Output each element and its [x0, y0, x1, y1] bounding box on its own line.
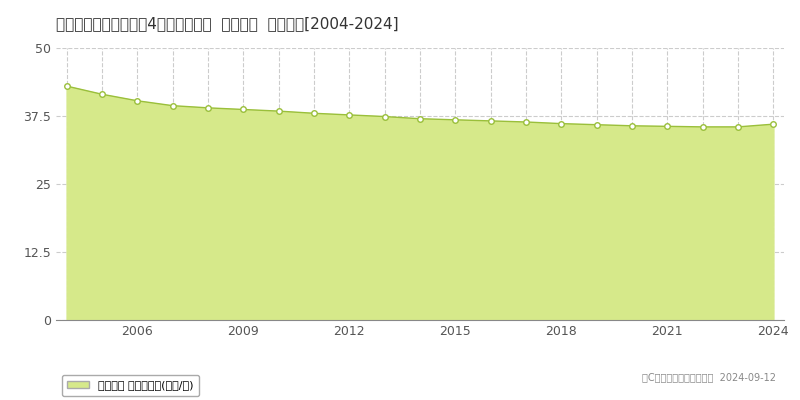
Legend: 地価公示 平均嵪単価(万円/嵪): 地価公示 平均嵪単価(万円/嵪)	[62, 375, 199, 396]
Text: （C）土地価格ドットコム  2024-09-12: （C）土地価格ドットコム 2024-09-12	[642, 372, 776, 382]
Text: 愛知県知多市にしの台4丁目７番３外  地価公示  地価推移[2004-2024]: 愛知県知多市にしの台4丁目７番３外 地価公示 地価推移[2004-2024]	[56, 16, 398, 31]
